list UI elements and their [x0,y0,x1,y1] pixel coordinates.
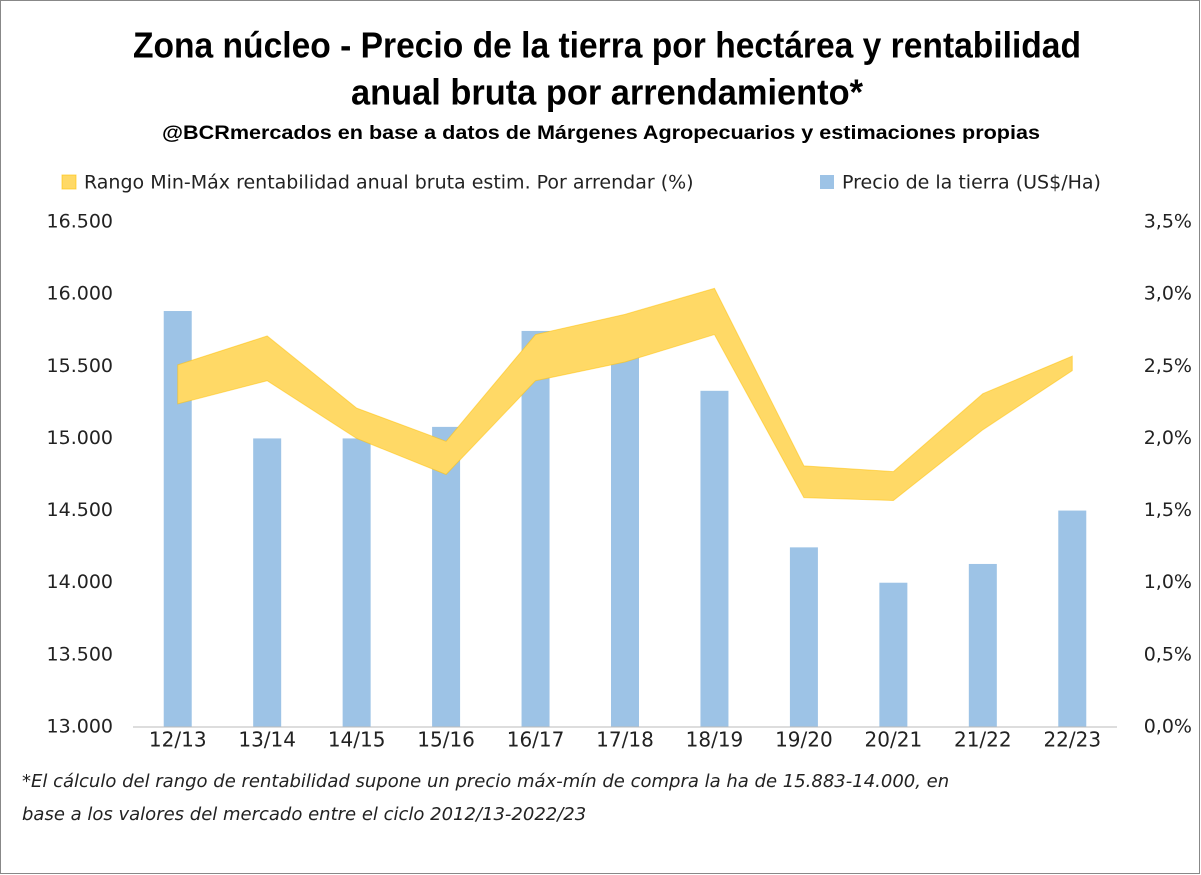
legend-swatch [820,175,834,189]
x-tick-label: 12/13 [149,728,207,752]
chart-title: Zona núcleo - Precio de la tierra por he… [133,25,1081,66]
footnote: base a los valores del mercado entre el … [22,804,586,825]
y-tick-label: 15.500 [47,355,113,377]
y2-tick-label: 1,5% [1144,499,1192,521]
x-tick-label: 18/19 [686,728,744,752]
x-tick-label: 14/15 [328,728,386,752]
bar [700,390,729,727]
x-tick-label: 15/16 [417,728,475,752]
x-tick-label: 19/20 [775,728,833,752]
chart-title: anual bruta por arrendamiento* [351,72,863,113]
range-area [177,287,1073,501]
bar [432,426,461,727]
x-tick-label: 17/18 [596,728,654,752]
bar [968,563,997,727]
legend-label: Precio de la tierra (US$/Ha) [842,172,1101,194]
bar [789,547,818,727]
chart-subtitle: @BCRmercados en base a datos de Márgenes… [162,123,1040,144]
bar [521,330,550,727]
bar [253,438,282,727]
y-tick-label: 13.000 [47,716,113,738]
footnote: *El cálculo del rango de rentabilidad su… [22,771,949,792]
bar [611,331,639,727]
legend-swatch [61,174,77,190]
x-tick-label: 20/21 [865,728,923,752]
x-tick-label: 21/22 [954,728,1012,752]
x-tick-label: 13/14 [238,728,296,752]
y-tick-label: 16.000 [47,283,113,305]
bar [342,438,371,727]
y-tick-label: 14.500 [47,499,113,521]
y2-tick-label: 0,5% [1144,643,1192,665]
y2-tick-label: 3,0% [1144,283,1192,305]
y-tick-label: 13.500 [47,643,113,665]
y-tick-label: 15.000 [47,427,113,449]
y2-tick-label: 0,0% [1144,716,1192,738]
y-tick-label: 14.000 [47,571,113,593]
x-tick-label: 22/23 [1043,728,1101,752]
legend-label: Rango Min-Máx rentabilidad anual bruta e… [84,172,694,194]
y-tick-label: 16.500 [47,211,113,233]
bar [879,582,908,727]
y2-tick-label: 3,5% [1144,211,1192,233]
y2-tick-label: 2,5% [1144,355,1192,377]
y2-tick-label: 1,0% [1144,571,1192,593]
x-tick-label: 16/17 [507,728,565,752]
y2-tick-label: 2,0% [1144,427,1192,449]
bar [1058,510,1087,727]
